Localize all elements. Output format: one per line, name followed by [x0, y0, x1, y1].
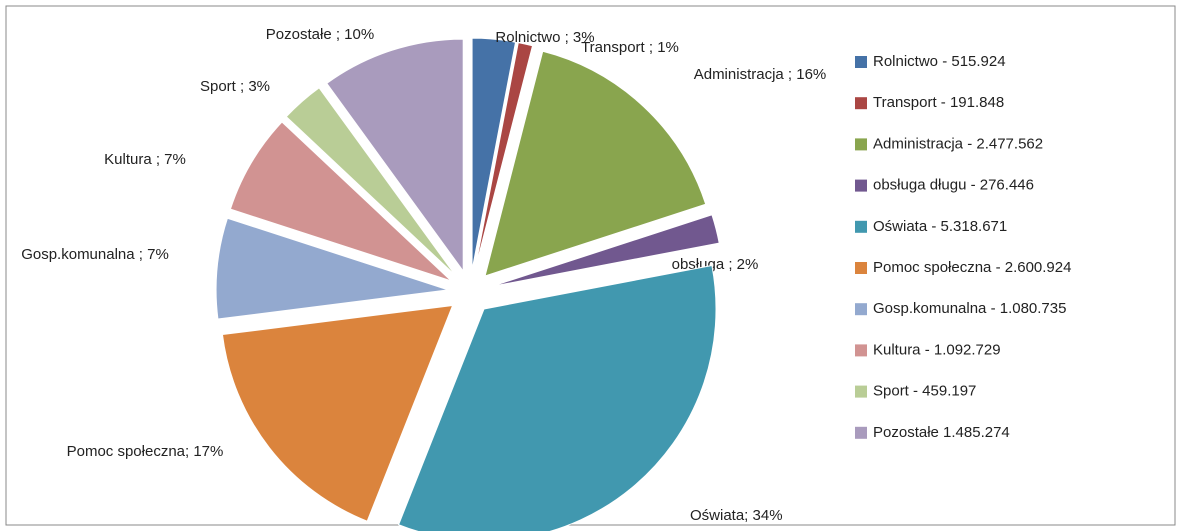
pie-slice	[326, 38, 464, 273]
pie-slice	[491, 214, 720, 288]
legend-swatch	[855, 56, 867, 68]
legend-label: Kultura - 1.092.729	[873, 341, 1001, 358]
pie-slice	[484, 50, 707, 277]
pie-slice	[285, 87, 456, 276]
legend-label: Transport - 191.848	[873, 94, 1004, 111]
data-label: Rolnictwo ; 3%	[495, 29, 594, 46]
data-label: Pomoc społeczna; 17%	[67, 443, 224, 460]
pie-slice	[221, 304, 454, 522]
legend-label: Sport - 459.197	[873, 383, 976, 400]
data-label: Gosp.komunalna ; 7%	[21, 246, 169, 263]
legend-swatch	[855, 344, 867, 357]
pie-slice	[471, 37, 517, 271]
data-label: Transport ; 1%	[581, 39, 679, 56]
legend-label: Pozostałe 1.485.274	[873, 424, 1010, 441]
data-label: Pozostałe ; 10%	[266, 26, 374, 43]
pie-slice	[474, 42, 534, 271]
legend-swatch	[855, 220, 867, 233]
legend-label: Administracja - 2.477.562	[873, 135, 1043, 152]
pie-slice	[215, 217, 449, 320]
legend-label: Pomoc społeczna - 2.600.924	[873, 259, 1071, 276]
legend-swatch	[855, 97, 867, 110]
legend-swatch	[855, 303, 867, 316]
legend-swatch	[855, 262, 867, 274]
legend-label: Rolnictwo - 515.924	[873, 53, 1006, 70]
legend-swatch	[855, 385, 867, 398]
legend-label: Gosp.komunalna - 1.080.735	[873, 300, 1066, 317]
pie-slice	[397, 264, 717, 531]
legend-swatch	[855, 138, 867, 151]
data-label: Administracja ; 16%	[694, 66, 827, 83]
legend-label: obsługa długu - 276.446	[873, 177, 1034, 194]
pie-slice	[229, 121, 452, 282]
data-label: Oświata; 34%	[690, 507, 783, 524]
data-label: Kultura ; 7%	[104, 151, 186, 168]
legend-swatch	[855, 426, 867, 439]
legend-label: Oświata - 5.318.671	[873, 218, 1007, 235]
legend-swatch	[855, 179, 867, 192]
data-label: Sport ; 3%	[200, 78, 270, 95]
